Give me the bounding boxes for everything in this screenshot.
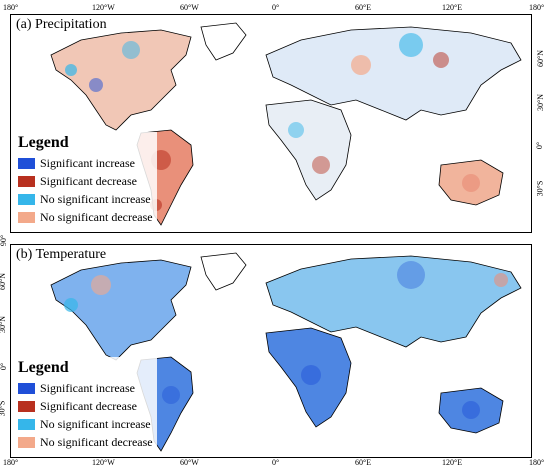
legend-label: Significant increase [40,156,135,170]
speckle [162,386,180,404]
lat-label: 0° [0,362,9,371]
speckle [301,365,321,385]
greenland [200,22,247,61]
speckle [312,156,330,174]
lon-label: 60°W [180,3,199,12]
speckle [462,401,480,419]
legend-item-significant-decrease: Significant decrease [18,397,153,415]
lon-label: 60°E [355,458,372,467]
panel-title: (a) Precipitation [16,17,107,32]
speckle [351,55,371,75]
legend-label: No significant decrease [40,435,153,449]
lon-label: 60°W [180,458,199,467]
speckle [288,122,304,138]
continents-temp [50,252,522,452]
lat-label: 30°S [0,400,7,417]
panel-temperature: (b) Temperature Legend Significant incre… [10,244,532,458]
speckle [89,78,103,92]
lat-label: 0° [535,141,545,150]
north-america [50,29,192,131]
swatch [18,175,35,187]
legend-item-significant-decrease: Significant decrease [18,172,153,190]
lon-label: 120°E [442,3,463,12]
legend-label: Significant decrease [40,174,137,188]
speckle [64,298,78,312]
lat-label: 30°N [535,94,545,111]
panel-precipitation: (a) Precipitation Legend Significant inc… [10,14,532,233]
swatch [18,400,35,412]
panel-title: (b) Temperature [16,247,107,262]
speckle [494,273,508,287]
lon-label: 180° [3,458,19,467]
legend-precipitation: Legend Significant increase Significant … [14,132,157,228]
legend-label: No significant increase [40,192,151,206]
lat-label: 90° [0,234,9,247]
africa [265,327,352,428]
lat-label: 60°N [0,273,7,290]
speckle [433,52,449,68]
lon-label: 0° [272,458,280,467]
legend-label: No significant decrease [40,210,153,224]
lon-label: 180° [3,3,19,12]
legend-item-no-significant-increase: No significant increase [18,190,153,208]
map-temperature [50,252,522,452]
continents-precip [50,22,522,226]
swatch [18,382,35,394]
legend-label: No significant increase [40,417,151,431]
speckle [399,33,423,57]
temp-speckle [64,261,508,419]
legend-item-significant-increase: Significant increase [18,379,153,397]
swatch [18,157,35,169]
lat-label: 60°N [535,50,545,67]
africa [265,99,352,201]
swatch [18,193,35,205]
legend-label: Significant decrease [40,399,137,413]
legend-item-significant-increase: Significant increase [18,154,153,172]
legend-item-no-significant-increase: No significant increase [18,415,153,433]
speckle [462,174,480,192]
eurasia [265,26,522,121]
legend-title: Legend [18,359,69,376]
lon-label: 180° [529,3,545,12]
lon-label: 180° [529,458,545,467]
north-america [50,259,192,361]
legend-label: Significant increase [40,381,135,395]
eurasia [265,255,522,348]
swatch [18,211,35,223]
lon-label: 60°E [355,3,372,12]
speckle [122,41,140,59]
speckle [397,261,425,289]
legend-item-no-significant-decrease: No significant decrease [18,208,153,226]
swatch [18,436,35,448]
lon-label: 120°E [442,458,463,467]
legend-item-no-significant-decrease: No significant decrease [18,433,153,451]
legend-temperature: Legend Significant increase Significant … [14,357,157,453]
speckle [65,64,77,76]
lon-label: 120°W [92,458,115,467]
lon-label: 120°W [92,3,115,12]
greenland [200,252,247,291]
legend-title: Legend [18,134,69,151]
swatch [18,418,35,430]
lon-label: 0° [272,3,280,12]
lat-label: 30°N [0,316,7,333]
lat-label: 30°S [535,180,545,197]
australia [438,387,504,434]
speckle [91,275,111,295]
